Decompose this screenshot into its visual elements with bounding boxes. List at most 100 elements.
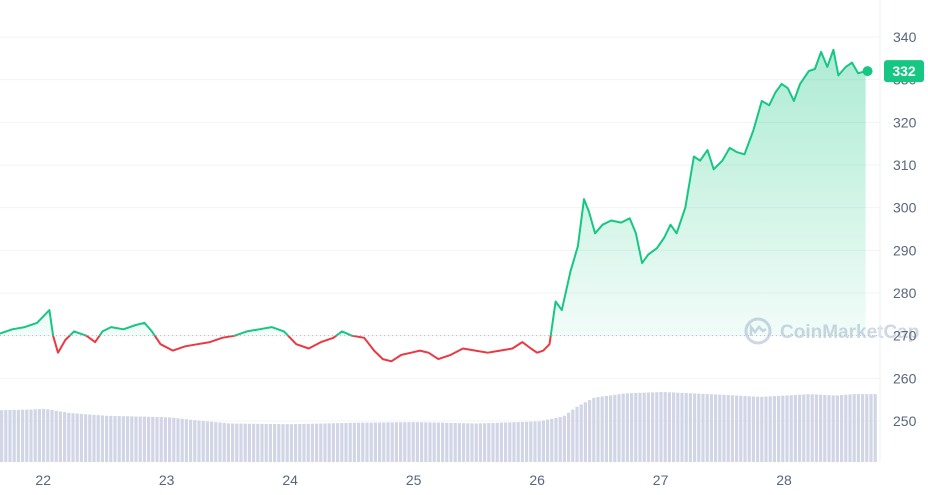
volume-bar [831,395,835,462]
volume-bar [294,424,298,462]
volume-bar [760,396,764,462]
volume-bar [231,423,235,462]
volume-bar [697,393,701,462]
volume-bar [235,423,239,462]
x-tick-label: 26 [529,472,545,488]
volume-bar [793,394,797,462]
volume-bar [701,393,705,462]
volume-bar [718,394,722,462]
volume-bar [756,396,760,462]
volume-bar [113,415,117,462]
volume-bar [739,395,743,462]
volume-bar [571,409,575,462]
volume-bar [117,416,121,462]
volume-bar [75,413,79,462]
volume-bar [205,421,209,462]
x-tick-label: 28 [776,472,792,488]
volume-bar [336,423,340,462]
volume-bars [0,392,877,462]
last-price-dot [862,66,873,77]
volume-bar [449,422,453,462]
volume-bar [222,422,226,462]
volume-bar [8,410,12,462]
volume-bar [428,422,432,462]
volume-bar [550,418,554,462]
volume-bar [25,409,29,462]
volume-bar [29,409,33,462]
volume-bar [659,392,663,462]
volume-bar [621,393,625,462]
volume-bar [348,422,352,462]
volume-bar [592,397,596,462]
x-tick-label: 25 [406,472,422,488]
volume-bar [134,416,138,462]
volume-bar [105,415,109,462]
volume-bar [613,394,617,462]
price-area-fill [0,49,866,336]
volume-bar [819,394,823,462]
volume-bar [873,394,877,462]
volume-bar [487,423,491,462]
volume-bar [743,395,747,462]
volume-bar [63,412,67,462]
volume-bar [201,420,205,462]
volume-bar [159,417,163,462]
volume-bar [693,393,697,462]
volume-bar [394,422,398,462]
volume-bar [604,395,608,462]
volume-bar [4,410,8,462]
volume-bar [302,423,306,462]
volume-bar [289,424,293,462]
volume-bar [856,394,860,462]
x-tick-label: 22 [35,472,51,488]
volume-bar [516,422,520,462]
x-tick-label: 27 [653,472,669,488]
volume-bar [852,394,856,462]
volume-bar [823,394,827,462]
volume-bar [256,423,260,462]
volume-bar [546,419,550,462]
volume-bar [474,423,478,462]
volume-bar [491,422,495,462]
volume-bar [848,394,852,462]
y-tick-label: 340 [893,29,917,45]
volume-bar [142,416,146,462]
x-tick-label: 24 [282,472,298,488]
volume-bar [58,411,62,462]
volume-bar [268,423,272,462]
volume-bar [180,418,184,462]
volume-bar [642,392,646,462]
volume-bar [445,422,449,462]
volume-bar [462,423,466,462]
volume-bar [382,422,386,462]
volume-bar [331,423,335,462]
volume-bar [147,416,151,462]
volume-bar [277,424,281,462]
volume-bar [537,421,541,462]
x-axis: 22 23 24 25 26 27 28 [35,472,792,488]
volume-bar [155,416,159,462]
volume-bar [218,422,222,462]
y-tick-label: 290 [893,242,917,258]
volume-bar [79,413,83,462]
volume-bar [470,423,474,462]
volume-bar [176,418,180,462]
volume-bar [344,422,348,462]
volume-bar [785,395,789,462]
volume-bar [617,394,621,462]
volume-bar [865,394,869,462]
volume-bar [705,394,709,462]
y-tick-label: 300 [893,200,917,216]
volume-bar [50,410,54,462]
volume-bar [399,422,403,462]
volume-bar [16,409,20,462]
volume-bar [386,422,390,462]
y-tick-label: 280 [893,285,917,301]
volume-bar [735,395,739,462]
volume-bar [37,409,41,462]
volume-bar [751,396,755,462]
volume-bar [827,395,831,462]
volume-bar [46,409,50,462]
volume-bar [310,423,314,462]
